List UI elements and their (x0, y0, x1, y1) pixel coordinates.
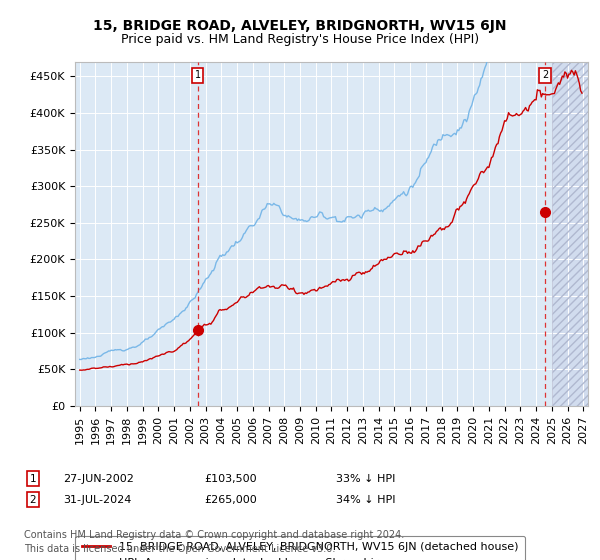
Text: 31-JUL-2024: 31-JUL-2024 (63, 494, 131, 505)
Text: 15, BRIDGE ROAD, ALVELEY, BRIDGNORTH, WV15 6JN: 15, BRIDGE ROAD, ALVELEY, BRIDGNORTH, WV… (93, 18, 507, 32)
Text: 2: 2 (542, 71, 548, 81)
Text: Contains HM Land Registry data © Crown copyright and database right 2024.
This d: Contains HM Land Registry data © Crown c… (24, 530, 404, 554)
Text: £103,500: £103,500 (204, 474, 257, 484)
Bar (552, 62, 591, 406)
Text: 33% ↓ HPI: 33% ↓ HPI (336, 474, 395, 484)
Text: 34% ↓ HPI: 34% ↓ HPI (336, 494, 395, 505)
Text: Price paid vs. HM Land Registry's House Price Index (HPI): Price paid vs. HM Land Registry's House … (121, 32, 479, 46)
Text: 1: 1 (29, 474, 37, 484)
Text: 1: 1 (194, 71, 200, 81)
Text: £265,000: £265,000 (204, 494, 257, 505)
Legend: 15, BRIDGE ROAD, ALVELEY, BRIDGNORTH, WV15 6JN (detached house), HPI: Average pr: 15, BRIDGE ROAD, ALVELEY, BRIDGNORTH, WV… (76, 535, 525, 560)
Text: 27-JUN-2002: 27-JUN-2002 (63, 474, 134, 484)
Text: 2: 2 (29, 494, 37, 505)
